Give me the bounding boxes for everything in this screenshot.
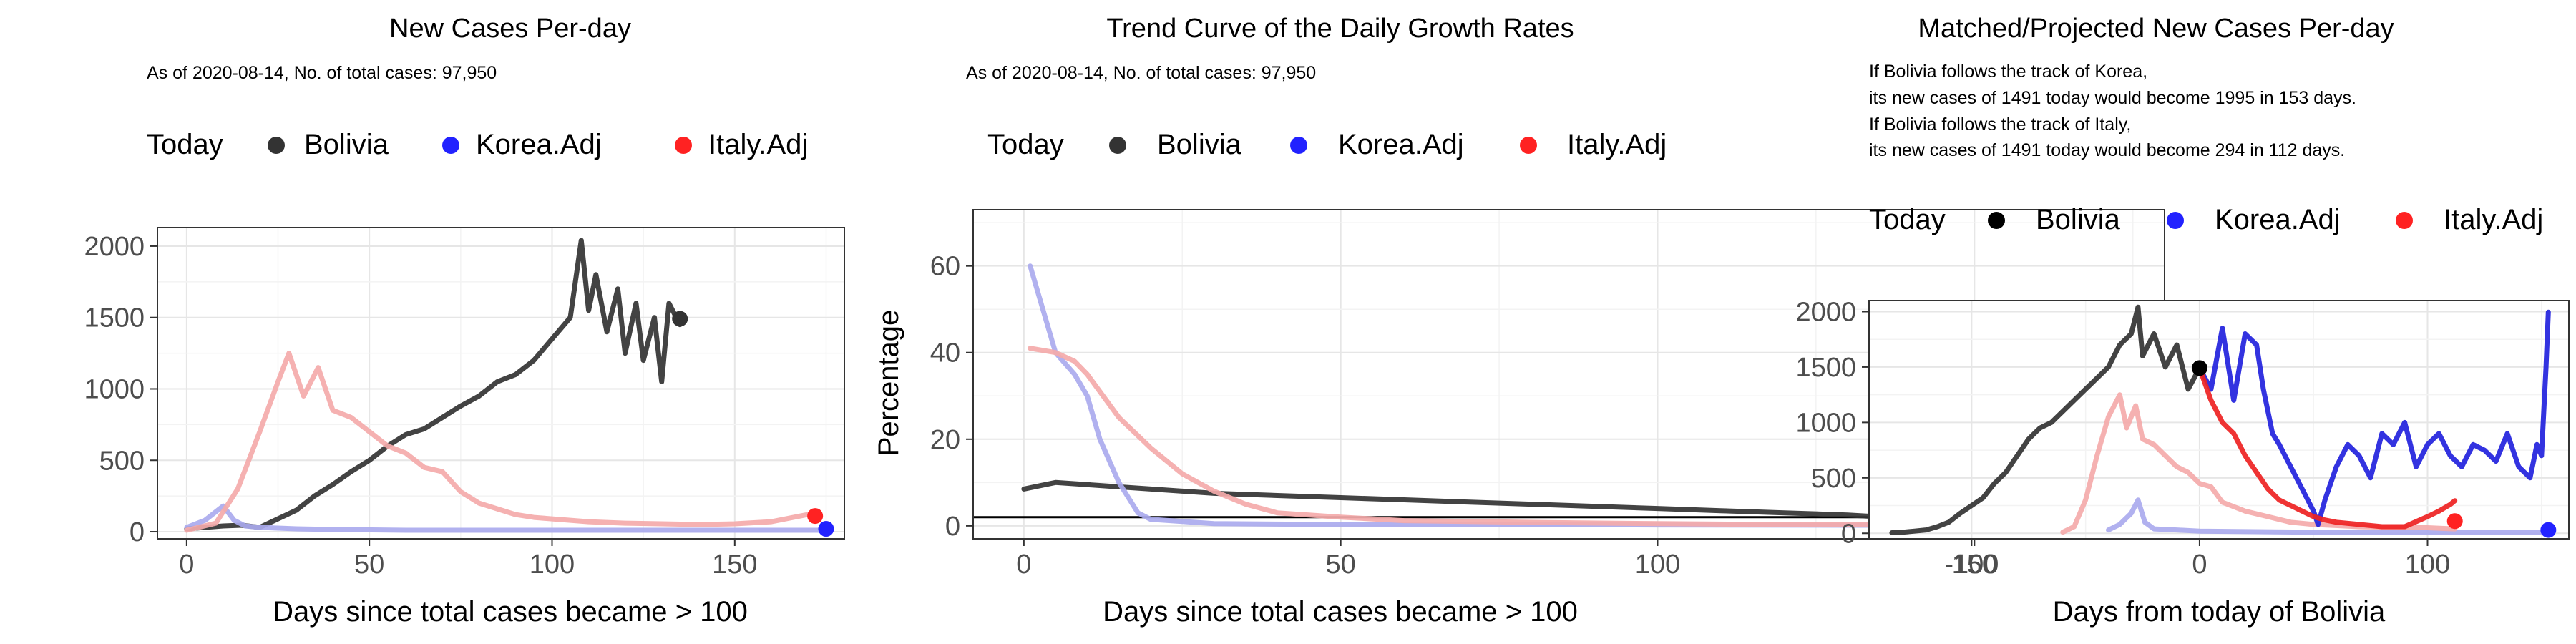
y-tick-label: 40 [930,338,960,369]
today-points [2191,360,2557,538]
series-lines [184,238,829,533]
chart-title: Trend Curve of the Daily Growth Rates [1106,14,1574,44]
legend-dot-italy [2396,212,2413,229]
y-tick-label: 0 [130,517,145,547]
series-line-italy-adj [2197,365,2458,530]
legend-dot-bolivia [268,137,285,154]
today-point-italy-adj [807,508,824,525]
y-tick-label: 500 [99,446,145,476]
y-tick-label: 0 [945,512,960,542]
series-line-bolivia [184,238,683,532]
x-tick-label: 0 [1016,550,1031,580]
x-axis-label: Days from today of Bolivia [2053,596,2386,628]
today-point-bolivia [2191,360,2207,376]
x-tick-label: 50 [354,550,384,580]
today-points [672,311,834,537]
legend-label-bolivia: Bolivia [304,129,389,160]
x-tick-label: -100 [1944,550,1999,580]
x-tick-label: 100 [530,550,575,580]
y-tick-label: 1000 [1795,408,1856,438]
legend-dot-korea [442,137,459,154]
legend-label-italy: Italy.Adj [1567,129,1667,160]
x-tick-label: 150 [712,550,757,580]
subtitle-line-4: its new cases of 1491 today would become… [1869,140,2345,160]
legend-label-korea: Korea.Adj [2215,204,2341,235]
subtitle-line-1: If Bolivia follows the track of Korea, [1869,62,2147,82]
x-tick-label: 50 [1326,550,1356,580]
legend-dot-bolivia [1109,137,1126,154]
series-line-italy-adj [1028,346,2117,528]
series-line-bolivia [1889,304,2202,535]
series-line-korea-adj [2197,309,2551,527]
today-point-italy-adj [2446,513,2463,530]
y-tick-label: 2000 [84,232,145,262]
x-tick-label: 150 [1952,550,1997,580]
subtitle-line-3: If Bolivia follows the track of Italy, [1869,114,2131,135]
chart-title: Matched/Projected New Cases Per-day [1918,14,2394,44]
series-line-bolivia [1021,479,1888,520]
y-tick-label: 1500 [1795,353,1856,383]
legend-dot-korea [2167,212,2184,229]
x-tick-label: 0 [2192,550,2207,580]
y-tick-label: 60 [930,252,960,282]
subtitle-line-2: its new cases of 1491 today would become… [1869,88,2356,108]
legend-label-korea: Korea.Adj [476,129,602,160]
plot-background [157,228,844,539]
x-axis-label: Days since total cases became > 100 [1103,596,1578,628]
y-tick-label: 0 [1841,519,1856,549]
y-tick-label: 1000 [84,374,145,404]
legend-dot-italy [1520,137,1537,154]
legend-label-korea: Korea.Adj [1338,129,1464,160]
series-lines [1021,263,2136,528]
today-point-bolivia [672,311,688,327]
x-tick-label: 0 [179,550,194,580]
legend-label-bolivia: Bolivia [2036,204,2121,235]
legend-label-italy: Italy.Adj [2444,204,2543,235]
x-axis-label: Days since total cases became > 100 [273,596,748,628]
y-axis-label: Percentage [873,310,904,457]
y-tick-label: 500 [1811,464,1856,494]
panel-projected: Matched/Projected New Cases Per-day If B… [1795,14,2570,628]
y-tick-label: 2000 [1795,297,1856,327]
legend-dot-italy [675,137,692,154]
chart-subtitle: As of 2020-08-14, No. of total cases: 97… [966,63,1316,83]
legend-dot-korea [1290,137,1307,154]
series-line-korea-adj [184,503,829,533]
legend-label-italy: Italy.Adj [708,129,808,160]
series-line-italy-adj [184,351,811,533]
plot-border [157,227,845,540]
today-point-korea-adj [2540,522,2557,538]
legend-dot-bolivia [1988,212,2005,229]
legend-title: Today [987,129,1064,160]
chart-subtitle: As of 2020-08-14, No. of total cases: 97… [147,63,497,83]
y-tick-label: 1500 [84,303,145,333]
series-line-italy-adj-faded- [2060,392,2458,535]
plot-border [1868,300,2570,540]
series-lines [1889,304,2551,535]
chart-title: New Cases Per-day [389,14,631,44]
legend-title: Today [1869,204,1946,235]
legend-label-bolivia: Bolivia [1157,129,1242,160]
today-point-korea-adj [818,521,834,537]
series-line-korea-adj-faded- [2106,497,2545,535]
legend-title: Today [147,129,223,160]
y-tick-label: 20 [930,425,960,455]
panel-new-cases: New Cases Per-day As of 2020-08-14, No. … [84,14,845,628]
x-tick-label: 100 [1635,550,1680,580]
x-tick-label: 100 [2405,550,2450,580]
